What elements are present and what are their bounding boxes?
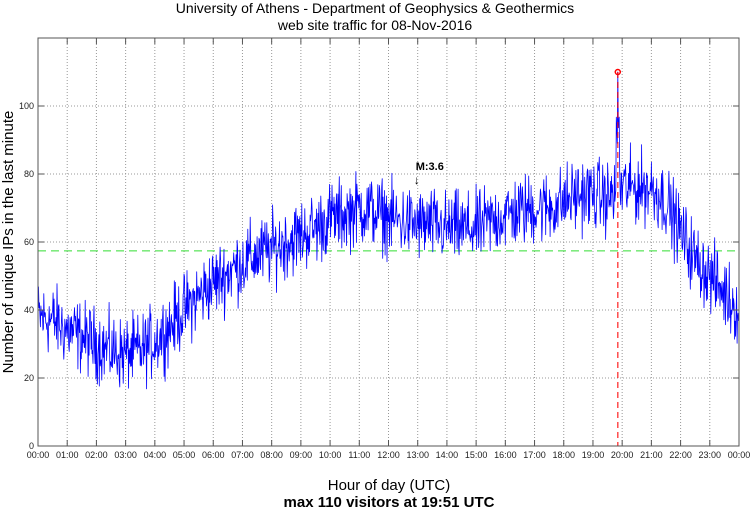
x-tick-label: 00:00 [27,450,50,460]
chart-title-line1: University of Athens - Department of Geo… [176,0,574,16]
x-tick-label: 18:00 [552,450,575,460]
annotation-label: M:3.6 [416,161,444,173]
x-tick-label: 22:00 [669,450,692,460]
x-tick-label: 01:00 [56,450,79,460]
x-tick-label: 19:00 [582,450,605,460]
y-tick-label: 0 [29,441,34,451]
y-axis-ticks: 0 20 40 60 80 100 [19,101,739,451]
x-tick-label: 08:00 [260,450,283,460]
y-tick-label: 40 [24,305,34,315]
x-tick-label: 23:00 [699,450,722,460]
x-axis-label: Hour of day (UTC) [328,477,451,494]
x-tick-label: 00:00 [728,450,750,460]
x-tick-label: 10:00 [319,450,342,460]
grid [38,38,739,446]
traffic-series-line [37,71,739,390]
max-marker-circle [614,68,622,76]
chart-title-line2: web site traffic for 08-Nov-2016 [277,17,472,33]
y-tick-label: 100 [19,101,34,111]
x-tick-label: 13:00 [406,450,429,460]
y-tick-label: 20 [24,373,34,383]
y-tick-label: 60 [24,237,34,247]
x-tick-label: 05:00 [173,450,196,460]
x-tick-label: 06:00 [202,450,225,460]
x-tick-label: 02:00 [85,450,108,460]
x-tick-label: 07:00 [231,450,254,460]
x-axis-ticks: 00:00 01:00 02:00 03:00 04:00 05:00 06:00 07:00… [27,38,750,460]
y-tick-label: 80 [24,169,34,179]
x-tick-label: 03:00 [114,450,137,460]
x-tick-label: 16:00 [494,450,517,460]
x-tick-label: 04:00 [144,450,167,460]
y-axis-label: Number of unique IPs in the last minute [0,111,17,374]
x-tick-label: 17:00 [523,450,546,460]
max-visitors-subtitle: max 110 visitors at 19:51 UTC [284,494,495,511]
x-tick-label: 12:00 [377,450,400,460]
x-tick-label: 09:00 [290,450,313,460]
x-tick-label: 11:00 [348,450,370,460]
x-tick-label: 21:00 [640,450,663,460]
x-tick-label: 15:00 [465,450,488,460]
x-tick-label: 14:00 [436,450,459,460]
annotation-arrow-icon: ↓ [414,173,420,187]
x-tick-label: 20:00 [611,450,634,460]
